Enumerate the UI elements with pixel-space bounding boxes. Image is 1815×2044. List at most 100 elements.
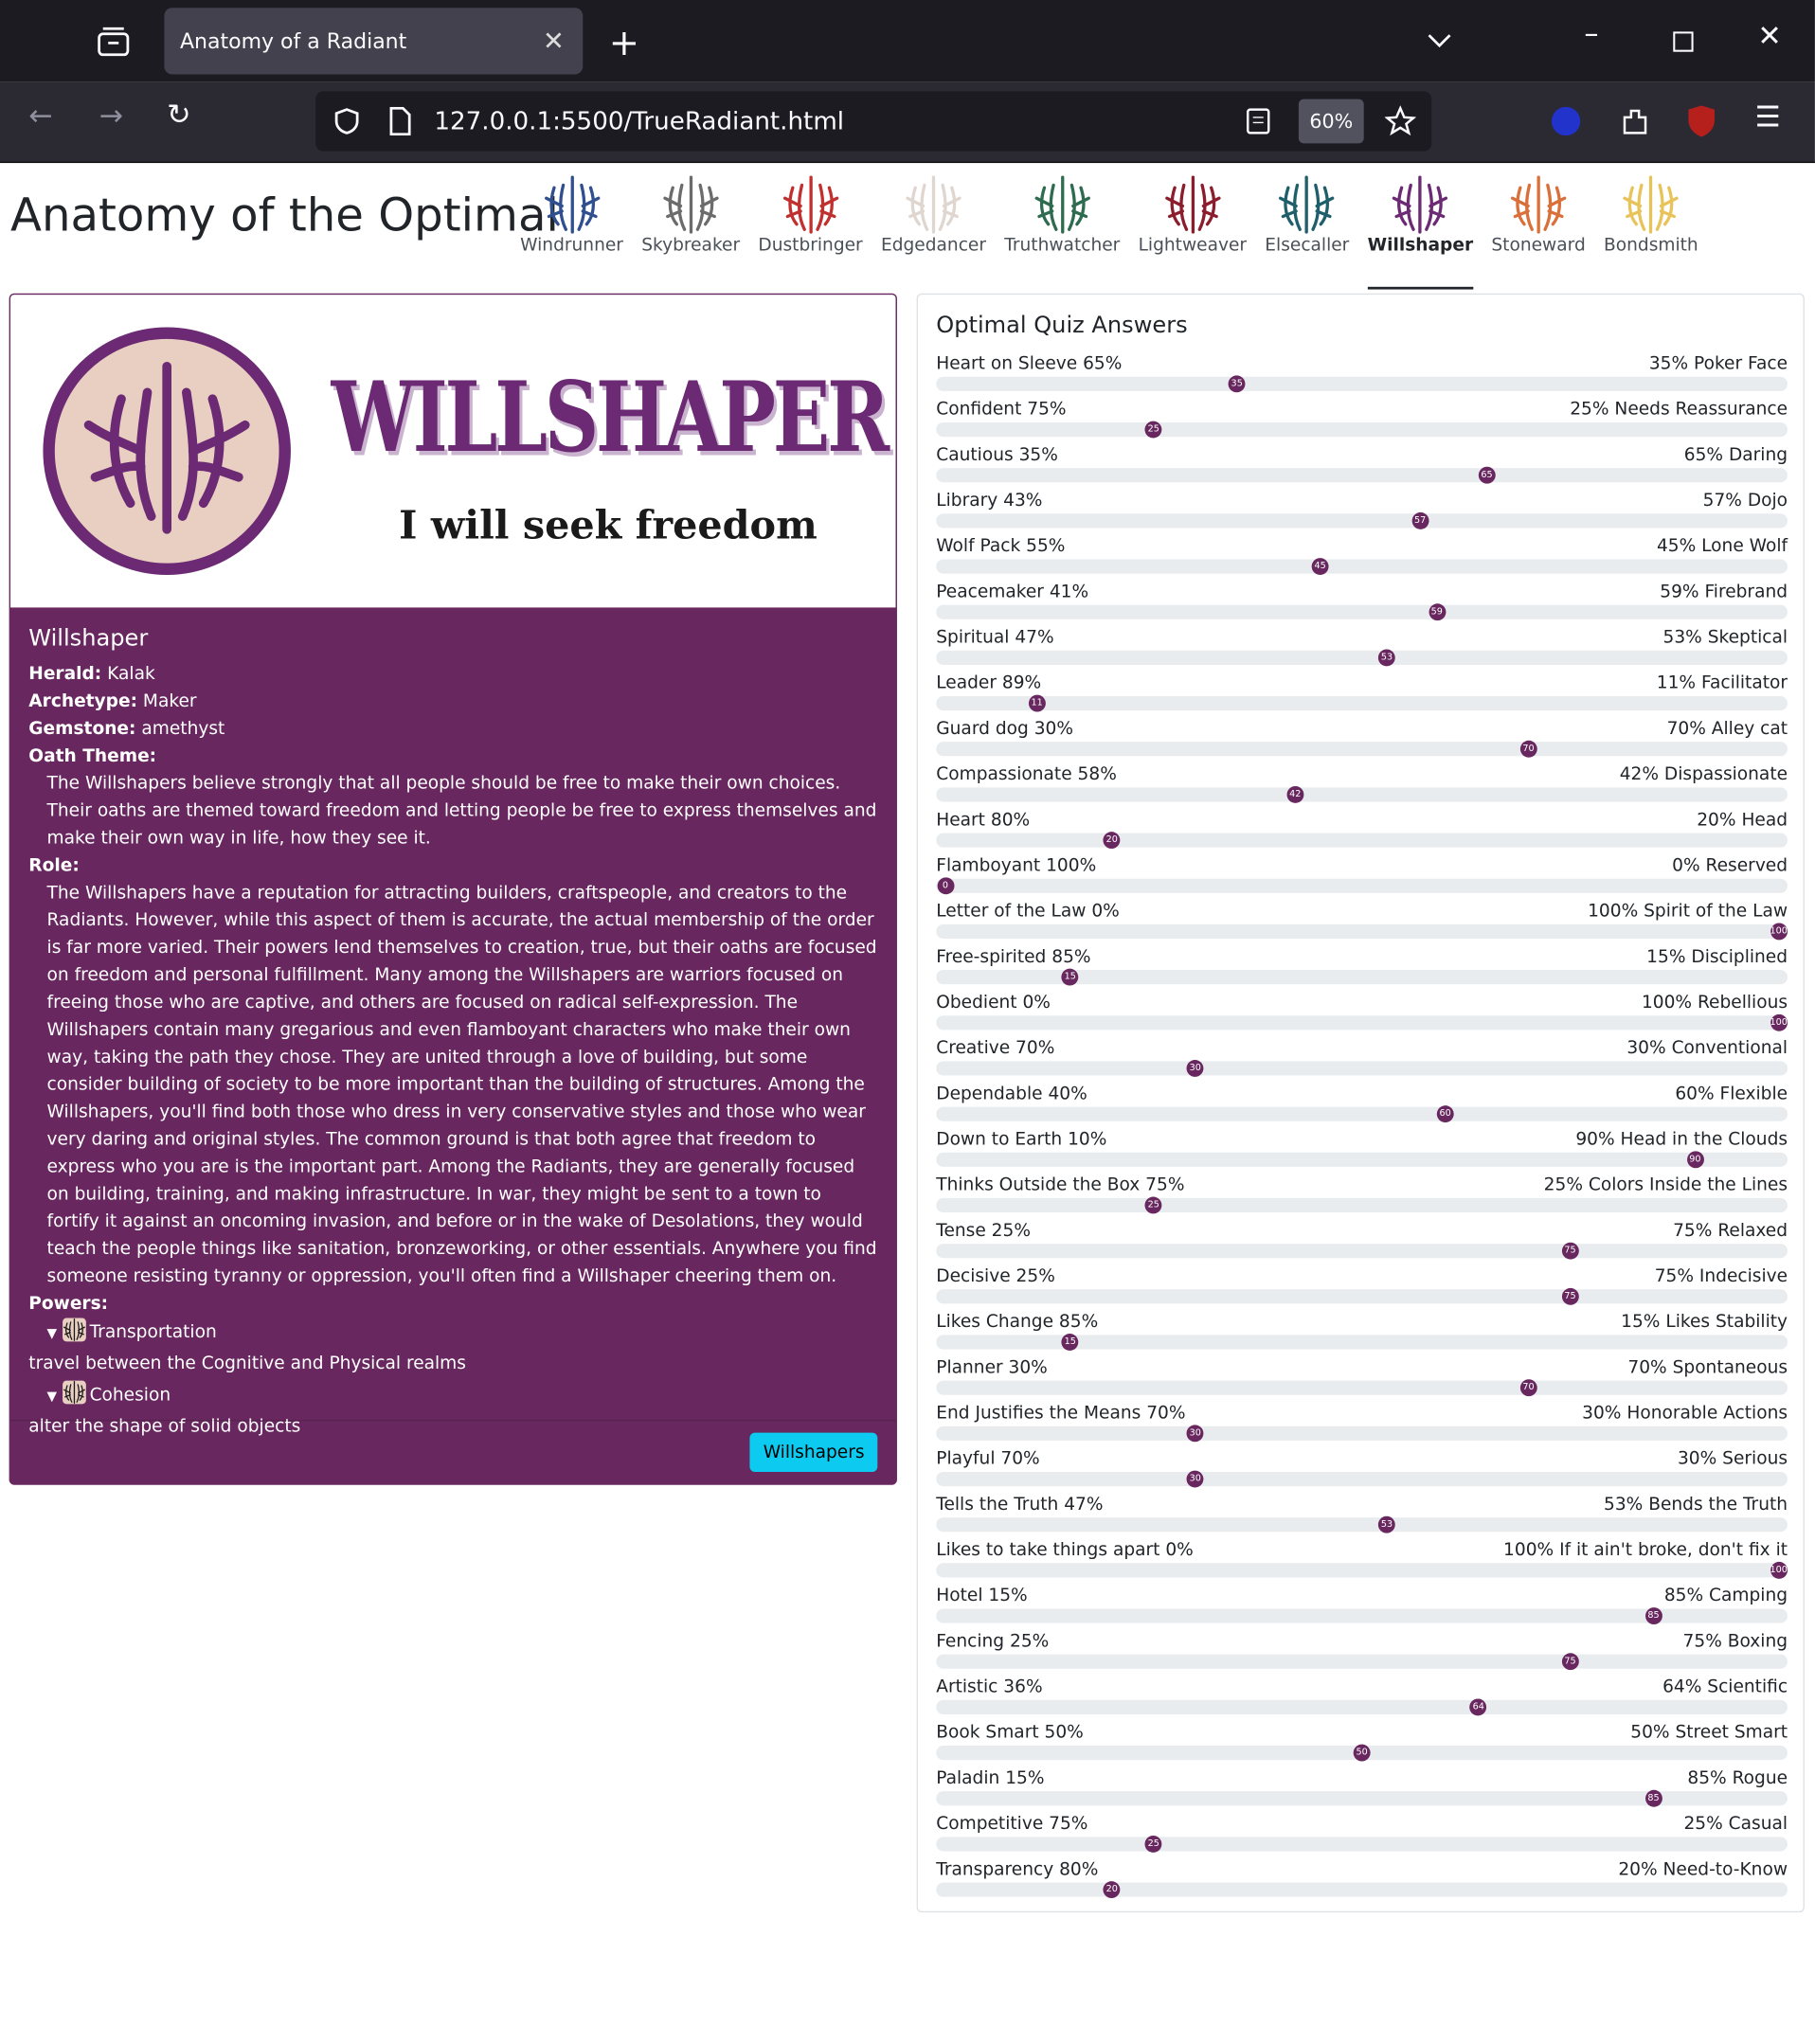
order-button[interactable]: Willshapers — [749, 1432, 878, 1472]
slider-knob[interactable]: 20 — [1103, 832, 1121, 850]
slider-track[interactable]: 45 — [936, 558, 1788, 575]
slider-track[interactable]: 75 — [936, 1287, 1788, 1305]
slider-knob[interactable]: 70 — [1519, 1379, 1537, 1397]
slider-track[interactable]: 59 — [936, 603, 1788, 621]
slider-knob[interactable]: 11 — [1028, 694, 1046, 712]
slider-knob[interactable]: 70 — [1519, 740, 1537, 758]
slider-knob[interactable]: 65 — [1478, 466, 1496, 484]
slider-knob[interactable]: 45 — [1311, 558, 1329, 575]
slider-knob[interactable]: 57 — [1411, 511, 1429, 529]
menu-button[interactable]: ☰ — [1754, 101, 1781, 134]
close-window[interactable]: ✕ — [1757, 21, 1782, 54]
tab[interactable]: Anatomy of a Radiant ✕ — [164, 8, 584, 75]
slider-track[interactable]: 30 — [936, 1470, 1788, 1488]
slider-track[interactable]: 100 — [936, 923, 1788, 941]
nav-item[interactable]: Dustbringer — [749, 174, 872, 278]
slider-track[interactable]: 57 — [936, 511, 1788, 529]
slider-knob[interactable]: 75 — [1561, 1287, 1579, 1305]
forward[interactable]: → — [99, 99, 123, 134]
slider-knob[interactable]: 25 — [1144, 1835, 1162, 1853]
slider-knob[interactable]: 25 — [1144, 1196, 1162, 1214]
slider-track[interactable]: 0 — [936, 877, 1788, 895]
slider-knob[interactable]: 53 — [1378, 649, 1395, 667]
slider-knob[interactable]: 90 — [1686, 1151, 1704, 1169]
nav-item[interactable]: Elsecaller — [1256, 174, 1358, 278]
slider-track[interactable]: 25 — [936, 1835, 1788, 1853]
slider-track[interactable]: 53 — [936, 1515, 1788, 1533]
slider-knob[interactable]: 100 — [1770, 1561, 1788, 1579]
slider-track[interactable]: 100 — [936, 1561, 1788, 1579]
extension-icon[interactable] — [1549, 104, 1583, 138]
power-summary[interactable]: ▼ Cohesion — [47, 1380, 878, 1411]
shield-icon[interactable] — [332, 107, 361, 135]
slider-track[interactable]: 42 — [936, 785, 1788, 803]
slider-knob[interactable]: 85 — [1644, 1789, 1662, 1807]
address-bar[interactable]: 127.0.0.1:5500/TrueRadiant.html — [315, 91, 1432, 152]
extensions-button[interactable] — [1619, 104, 1650, 138]
slider-track[interactable]: 11 — [936, 694, 1788, 712]
slider-knob[interactable]: 15 — [1061, 1334, 1079, 1351]
zoom-indicator[interactable]: 60% — [1298, 99, 1364, 144]
slider-track[interactable]: 60 — [936, 1105, 1788, 1123]
slider-knob[interactable]: 53 — [1378, 1515, 1395, 1533]
slider-knob[interactable]: 50 — [1353, 1744, 1371, 1762]
slider-knob[interactable]: 30 — [1186, 1470, 1204, 1488]
slider-knob[interactable]: 30 — [1186, 1060, 1204, 1077]
slider-knob[interactable]: 85 — [1644, 1607, 1662, 1624]
slider-track[interactable]: 30 — [936, 1425, 1788, 1443]
slider-track[interactable]: 100 — [936, 1013, 1788, 1031]
slider-track[interactable]: 35 — [936, 375, 1788, 393]
slider-knob[interactable]: 100 — [1770, 923, 1788, 941]
close-tab[interactable]: ✕ — [542, 25, 565, 57]
reader-icon[interactable] — [1246, 108, 1270, 134]
slider-track[interactable]: 53 — [936, 649, 1788, 667]
slider-track[interactable]: 30 — [936, 1060, 1788, 1077]
slider-knob[interactable]: 60 — [1436, 1105, 1454, 1123]
reload[interactable]: ↻ — [167, 99, 191, 133]
slider-knob[interactable]: 75 — [1561, 1242, 1579, 1260]
slider-track[interactable]: 25 — [936, 1196, 1788, 1214]
slider-track[interactable]: 75 — [936, 1242, 1788, 1260]
slider-track[interactable]: 70 — [936, 740, 1788, 758]
slider-track[interactable]: 25 — [936, 421, 1788, 439]
slider-track[interactable]: 15 — [936, 1334, 1788, 1351]
tab-list-icon[interactable] — [97, 27, 131, 58]
slider-track[interactable]: 50 — [936, 1744, 1788, 1762]
slider-knob[interactable]: 59 — [1428, 603, 1446, 621]
slider-knob[interactable]: 42 — [1286, 785, 1304, 803]
nav-item[interactable]: Willshaper — [1358, 174, 1483, 290]
slider-knob[interactable]: 0 — [936, 877, 954, 895]
slider-track[interactable]: 85 — [936, 1789, 1788, 1807]
back[interactable]: ← — [28, 99, 53, 134]
slider-knob[interactable]: 15 — [1061, 968, 1079, 986]
slider-knob[interactable]: 64 — [1469, 1698, 1487, 1716]
slider-knob[interactable]: 20 — [1103, 1881, 1121, 1899]
nav-item[interactable]: Stoneward — [1483, 174, 1595, 278]
nav-item[interactable]: Windrunner — [512, 174, 633, 278]
nav-item[interactable]: Lightweaver — [1129, 174, 1256, 278]
slider-track[interactable]: 85 — [936, 1607, 1788, 1624]
slider-track[interactable]: 70 — [936, 1379, 1788, 1397]
nav-item[interactable]: Truthwatcher — [996, 174, 1129, 278]
slider-knob[interactable]: 75 — [1561, 1653, 1579, 1671]
power-summary[interactable]: ▼ Transportation — [47, 1318, 878, 1349]
slider-track[interactable]: 15 — [936, 968, 1788, 986]
slider-track[interactable]: 65 — [936, 466, 1788, 484]
slider-track[interactable]: 90 — [936, 1151, 1788, 1169]
nav-item[interactable]: Bondsmith — [1594, 174, 1707, 278]
slider-knob[interactable]: 100 — [1770, 1013, 1788, 1031]
slider-knob[interactable]: 30 — [1186, 1425, 1204, 1443]
tab-menu[interactable] — [1427, 31, 1453, 49]
slider-knob[interactable]: 35 — [1228, 375, 1246, 393]
bookmark-star[interactable] — [1384, 105, 1416, 136]
slider-knob[interactable]: 25 — [1144, 421, 1162, 439]
slider-track[interactable]: 20 — [936, 832, 1788, 850]
slider-track[interactable]: 64 — [936, 1698, 1788, 1716]
slider-track[interactable]: 20 — [936, 1881, 1788, 1899]
minimize[interactable]: – — [1584, 18, 1599, 51]
maximize[interactable] — [1673, 31, 1694, 52]
nav-item[interactable]: Edgedancer — [872, 174, 995, 278]
nav-item[interactable]: Skybreaker — [633, 174, 749, 278]
new-tab[interactable]: + — [608, 21, 640, 64]
ublock-icon[interactable] — [1686, 104, 1717, 138]
